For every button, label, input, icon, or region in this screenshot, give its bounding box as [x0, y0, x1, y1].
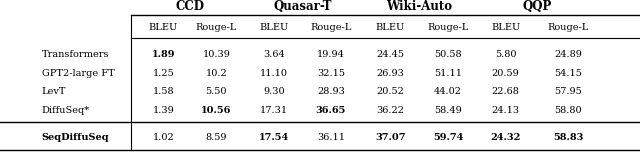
- Text: 17.31: 17.31: [260, 106, 288, 115]
- Text: 24.13: 24.13: [492, 106, 520, 115]
- Text: BLEU: BLEU: [376, 23, 405, 32]
- Text: Rouge-L: Rouge-L: [196, 23, 237, 32]
- Text: Rouge-L: Rouge-L: [548, 23, 589, 32]
- Text: 10.2: 10.2: [205, 69, 227, 78]
- Text: 10.39: 10.39: [202, 50, 230, 59]
- Text: 59.74: 59.74: [433, 133, 463, 142]
- Text: 44.02: 44.02: [434, 87, 462, 96]
- Text: Rouge-L: Rouge-L: [310, 23, 351, 32]
- Text: 11.10: 11.10: [260, 69, 288, 78]
- Text: 26.93: 26.93: [376, 69, 404, 78]
- Text: QQP: QQP: [522, 0, 552, 13]
- Text: 22.68: 22.68: [492, 87, 520, 96]
- Text: 8.59: 8.59: [205, 133, 227, 142]
- Text: 3.64: 3.64: [263, 50, 285, 59]
- Text: Transformers: Transformers: [42, 50, 109, 59]
- Text: 37.07: 37.07: [375, 133, 406, 142]
- Text: 24.89: 24.89: [554, 50, 582, 59]
- Text: GPT2-large FT: GPT2-large FT: [42, 69, 115, 78]
- Text: 1.25: 1.25: [152, 69, 174, 78]
- Text: 1.39: 1.39: [152, 106, 174, 115]
- Text: 20.59: 20.59: [492, 69, 520, 78]
- Text: 9.30: 9.30: [263, 87, 285, 96]
- Text: 57.95: 57.95: [554, 87, 582, 96]
- Text: 54.15: 54.15: [554, 69, 582, 78]
- Text: Rouge-L: Rouge-L: [428, 23, 468, 32]
- Text: 36.11: 36.11: [317, 133, 345, 142]
- Text: CCD: CCD: [175, 0, 204, 13]
- Text: LevT: LevT: [42, 87, 66, 96]
- Text: 51.11: 51.11: [434, 69, 462, 78]
- Text: Quasar-T: Quasar-T: [273, 0, 332, 13]
- Text: 36.65: 36.65: [316, 106, 346, 115]
- Text: 1.89: 1.89: [152, 50, 175, 59]
- Text: DiffuSeq*: DiffuSeq*: [42, 106, 90, 115]
- Text: 17.54: 17.54: [259, 133, 289, 142]
- Text: 24.45: 24.45: [376, 50, 404, 59]
- Text: BLEU: BLEU: [491, 23, 520, 32]
- Text: 5.50: 5.50: [205, 87, 227, 96]
- Text: 58.49: 58.49: [434, 106, 462, 115]
- Text: 50.58: 50.58: [434, 50, 462, 59]
- Text: 28.93: 28.93: [317, 87, 345, 96]
- Text: 58.83: 58.83: [553, 133, 584, 142]
- Text: BLEU: BLEU: [148, 23, 178, 32]
- Text: 36.22: 36.22: [376, 106, 404, 115]
- Text: 24.32: 24.32: [490, 133, 521, 142]
- Text: 32.15: 32.15: [317, 69, 345, 78]
- Text: 1.58: 1.58: [152, 87, 174, 96]
- Text: 20.52: 20.52: [376, 87, 404, 96]
- Text: 58.80: 58.80: [554, 106, 582, 115]
- Text: 1.02: 1.02: [152, 133, 174, 142]
- Text: 10.56: 10.56: [201, 106, 232, 115]
- Text: SeqDiffuSeq: SeqDiffuSeq: [42, 133, 109, 142]
- Text: 5.80: 5.80: [495, 50, 516, 59]
- Text: BLEU: BLEU: [259, 23, 289, 32]
- Text: Wiki-Auto: Wiki-Auto: [386, 0, 452, 13]
- Text: 19.94: 19.94: [317, 50, 345, 59]
